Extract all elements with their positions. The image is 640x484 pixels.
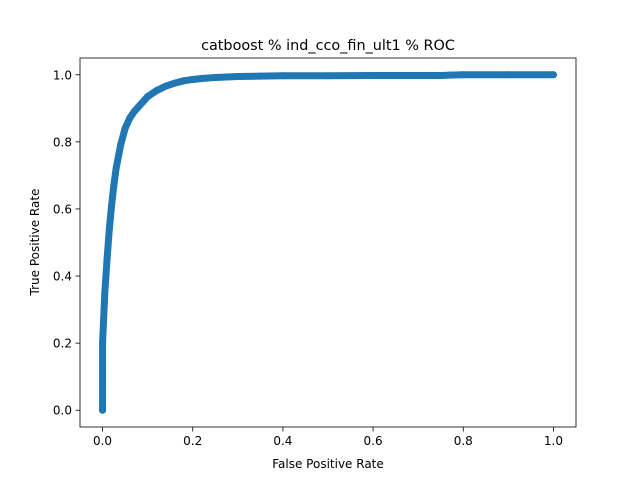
data-point — [459, 71, 467, 79]
y-tick-label: 0.4 — [53, 270, 72, 284]
data-point — [549, 71, 557, 79]
x-tick-label: 0.6 — [364, 434, 383, 448]
series-line — [99, 71, 557, 414]
x-tick-label: 0.2 — [183, 434, 202, 448]
data-point — [324, 72, 332, 80]
data-point — [211, 73, 219, 81]
data-point — [117, 141, 125, 149]
x-tick-label: 0.4 — [273, 434, 292, 448]
data-point — [99, 373, 107, 381]
data-point — [101, 289, 109, 297]
y-axis-label: True Positive Rate — [28, 189, 42, 297]
data-point — [126, 114, 134, 122]
y-tick-label: 0.2 — [53, 337, 72, 351]
plot-area — [99, 71, 557, 414]
chart-title: catboost % ind_cco_fin_ult1 % ROC — [201, 38, 455, 54]
data-point — [153, 87, 161, 95]
data-point — [110, 181, 118, 189]
data-point — [414, 71, 422, 79]
data-point — [279, 72, 287, 80]
data-point — [198, 74, 206, 82]
data-point — [504, 71, 512, 79]
data-point — [180, 77, 188, 85]
series-0 — [99, 71, 557, 414]
x-tick-label: 0.0 — [93, 434, 112, 448]
data-point — [446, 71, 454, 79]
data-point — [171, 79, 179, 87]
data-point — [112, 165, 120, 173]
data-point — [130, 108, 138, 116]
y-tick-label: 0.8 — [53, 135, 72, 149]
data-point — [144, 93, 152, 101]
data-point — [256, 72, 264, 80]
y-tick-label: 0.0 — [53, 404, 72, 418]
x-tick-label: 1.0 — [544, 434, 563, 448]
axes: 0.0 0.2 0.4 0.6 0.8 1.0 0.0 0.2 0.4 0.6 0.8 1.0 — [53, 57, 577, 448]
data-point — [369, 71, 377, 79]
data-point — [108, 202, 116, 210]
data-point — [121, 124, 129, 132]
data-point — [189, 75, 197, 83]
y-tick-label: 1.0 — [53, 68, 72, 82]
y-tick-label: 0.6 — [53, 202, 72, 216]
plot-frame — [79, 57, 577, 428]
data-point — [105, 225, 113, 233]
data-point — [103, 255, 111, 263]
data-point — [99, 406, 107, 414]
data-point — [234, 72, 242, 80]
x-tick-label: 0.8 — [454, 434, 473, 448]
data-point — [437, 71, 445, 79]
data-point — [135, 103, 143, 111]
data-point — [99, 339, 107, 347]
x-axis-label: False Positive Rate — [272, 457, 384, 471]
data-point — [162, 82, 170, 90]
data-point — [139, 98, 147, 106]
